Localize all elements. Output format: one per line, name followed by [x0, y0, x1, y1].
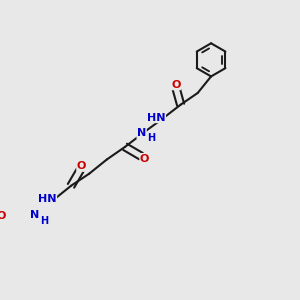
- Text: O: O: [77, 161, 86, 171]
- Text: N: N: [30, 210, 39, 220]
- Text: O: O: [171, 80, 180, 90]
- Text: HN: HN: [147, 112, 166, 123]
- Text: HN: HN: [38, 194, 57, 205]
- Text: H: H: [40, 216, 48, 226]
- Text: O: O: [140, 154, 149, 164]
- Text: O: O: [0, 211, 6, 221]
- Text: N: N: [137, 128, 146, 138]
- Text: H: H: [147, 133, 155, 143]
